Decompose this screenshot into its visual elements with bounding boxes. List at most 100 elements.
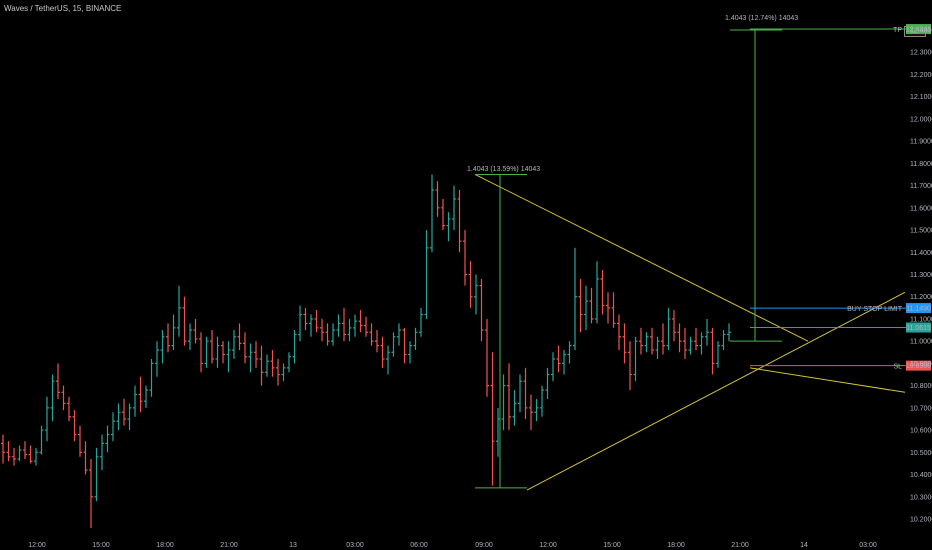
ohlc-bar xyxy=(369,323,374,346)
ohlc-bar xyxy=(589,287,594,324)
ohlc-bar xyxy=(556,345,561,373)
ohlc-bar xyxy=(237,323,242,351)
ohlc-bar xyxy=(325,323,330,346)
x-tick-label: 14 xyxy=(800,542,808,549)
ohlc-bar xyxy=(28,445,33,464)
ohlc-bar xyxy=(166,323,170,353)
ohlc-bar xyxy=(633,336,638,382)
ohlc-bar xyxy=(683,327,687,359)
ohlc-bar xyxy=(666,307,671,351)
ohlc-bar xyxy=(182,296,187,346)
ohlc-bar xyxy=(270,350,275,377)
ohlc-bar xyxy=(408,341,412,364)
ohlc-bar xyxy=(710,327,715,375)
ohlc-bar xyxy=(606,292,610,324)
ohlc-bar xyxy=(199,332,203,373)
ohlc-bar xyxy=(67,396,71,422)
y-tick-label: 11.1000 xyxy=(910,316,932,323)
ohlc-bar xyxy=(1,434,5,464)
ohlc-bar xyxy=(56,363,60,399)
ohlc-bar xyxy=(259,345,264,386)
ohlc-bar xyxy=(424,230,429,319)
lower-extension-line[interactable] xyxy=(749,367,906,393)
x-tick-label: 18:00 xyxy=(156,542,174,549)
ohlc-bar xyxy=(699,332,704,355)
ohlc-bar xyxy=(204,336,209,368)
ohlc-bar xyxy=(248,343,253,373)
ohlc-bar xyxy=(540,385,544,417)
ohlc-bar xyxy=(716,341,720,368)
ohlc-bar xyxy=(94,447,99,502)
ohlc-bar xyxy=(210,330,214,364)
y-tick-label: 10.5000 xyxy=(910,450,932,457)
y-tick-label: 11.9000 xyxy=(910,139,932,146)
ohlc-bar xyxy=(39,425,44,455)
ohlc-bar xyxy=(507,363,511,431)
price-tag xyxy=(906,360,931,371)
ohlc-bar xyxy=(721,330,726,351)
ohlc-bar xyxy=(281,363,286,382)
y-tick-label: 10.8000 xyxy=(910,383,932,390)
ohlc-bar xyxy=(419,307,423,337)
ohlc-bar xyxy=(17,445,22,462)
ohlc-bar xyxy=(243,332,247,364)
ohlc-bar xyxy=(446,212,451,242)
ohlc-bar xyxy=(611,292,616,328)
y-tick-label: 11.0000 xyxy=(910,339,932,346)
measure-label: 1.4043 (12.74%) 14043 xyxy=(725,15,798,22)
ohlc-bar xyxy=(391,332,396,357)
ohlc-bar xyxy=(171,314,176,351)
ohlc-bar xyxy=(111,412,115,442)
ohlc-bar xyxy=(160,330,165,364)
ohlc-bar xyxy=(215,336,220,368)
y-tick-label: 10.6000 xyxy=(910,428,932,435)
ohlc-bar xyxy=(386,345,390,375)
y-tick-label: 12.1000 xyxy=(910,94,932,101)
x-tick-label: 15:00 xyxy=(92,542,110,549)
ohlc-bar xyxy=(650,327,654,355)
ohlc-bar xyxy=(644,332,649,353)
ohlc-bar xyxy=(677,323,682,353)
ohlc-bar xyxy=(309,314,313,337)
ohlc-bar xyxy=(314,310,319,333)
ohlc-bar xyxy=(72,410,77,442)
ohlc-bar xyxy=(12,447,16,466)
ohlc-bar xyxy=(100,434,104,471)
ohlc-bar xyxy=(463,230,467,286)
ohlc-bar xyxy=(529,394,533,431)
ohlc-bar xyxy=(573,247,577,351)
upper-trendline[interactable] xyxy=(474,174,809,342)
ohlc-bar xyxy=(23,441,27,459)
ohlc-bar xyxy=(551,352,555,382)
ohlc-bar xyxy=(298,305,302,342)
y-tick-label: 11.7000 xyxy=(910,183,932,190)
ohlc-bar xyxy=(501,374,506,431)
ohlc-bar xyxy=(127,403,132,431)
ohlc-bar xyxy=(254,341,258,368)
price-tag-text: 12.4043 xyxy=(906,27,931,34)
ohlc-bar xyxy=(479,278,484,342)
ohlc-bar xyxy=(534,398,539,422)
ohlc-bar xyxy=(661,323,665,355)
ohlc-bar xyxy=(468,261,473,308)
ohlc-bar xyxy=(600,270,605,315)
ohlc-bar xyxy=(188,323,192,351)
lower-trendline[interactable] xyxy=(526,291,906,491)
ohlc-bar xyxy=(523,367,528,419)
ohlc-bar xyxy=(567,341,572,364)
x-tick-label: 12:00 xyxy=(539,542,557,549)
ohlc-bar xyxy=(512,390,517,426)
ohlc-bar xyxy=(177,285,181,337)
ohlc-bar xyxy=(34,447,38,466)
price-level-label: BUY STOP LIMIT xyxy=(847,306,903,313)
x-tick-label: 13 xyxy=(289,542,297,549)
ohlc-bar xyxy=(226,341,231,373)
price-level-label: TP xyxy=(893,27,902,34)
y-tick-label: 12.2000 xyxy=(910,72,932,79)
ohlc-bar xyxy=(490,352,495,486)
ohlc-bar xyxy=(628,341,632,391)
y-tick-label: 11.5000 xyxy=(910,228,932,235)
ohlc-bar xyxy=(287,352,291,373)
ohlc-bar xyxy=(452,185,456,231)
